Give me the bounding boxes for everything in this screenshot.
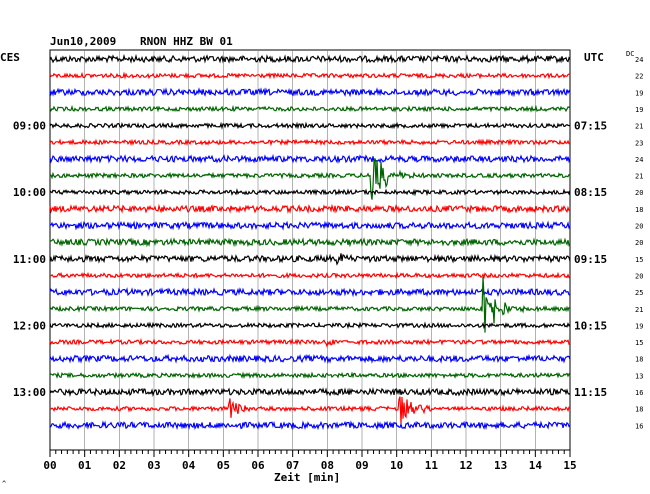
x-tick-label: 07 — [286, 459, 299, 472]
trace-line — [49, 286, 571, 298]
trace-line — [49, 371, 571, 380]
station-label: RNON HHZ BW 01 — [140, 35, 233, 48]
x-tick-label: 01 — [78, 459, 92, 472]
x-tick-label: 05 — [217, 459, 230, 472]
date-label: Jun10,2009 — [50, 35, 117, 48]
right-time-label: 07:15 — [574, 120, 607, 133]
trace-line — [49, 71, 571, 80]
dc-offset-label: 24 — [635, 156, 643, 164]
trace-line — [49, 386, 571, 398]
trace-line — [49, 420, 571, 431]
dc-offset-label: 13 — [635, 372, 643, 380]
right-timezone-label: UTC — [584, 51, 604, 64]
right-time-label: 11:15 — [574, 386, 607, 399]
plot-frame — [49, 49, 571, 451]
x-tick-label: 02 — [113, 459, 126, 472]
dc-offset-label: 18 — [635, 206, 643, 214]
x-tick-label: 09 — [355, 459, 368, 472]
trace-line — [50, 237, 571, 248]
left-time-label: 13:00 — [13, 386, 46, 399]
dc-offset-label: 21 — [635, 306, 643, 314]
dc-offset-label: 22 — [635, 73, 643, 81]
trace-line — [49, 87, 571, 98]
dc-offset-label: 15 — [635, 339, 643, 347]
x-tick-label: 08 — [321, 459, 334, 472]
trace-line — [49, 337, 571, 349]
x-tick-label: 03 — [147, 459, 160, 472]
left-time-label: 10:00 — [13, 186, 46, 199]
trace-line — [49, 220, 571, 231]
dc-offset-label: 19 — [635, 89, 643, 97]
dc-offset-label: 18 — [635, 356, 643, 364]
right-time-label: 09:15 — [574, 253, 607, 266]
trace-line — [49, 104, 571, 113]
trace-line — [49, 253, 571, 266]
dc-offset-label: 20 — [635, 223, 643, 231]
corner-mark: ^ — [2, 480, 7, 488]
dc-offset-label: 21 — [635, 123, 643, 131]
x-axis-label: Zeit [min] — [274, 471, 341, 484]
dc-offset-label: 24 — [635, 56, 643, 64]
trace-line — [49, 396, 571, 424]
x-tick-label: 06 — [251, 459, 265, 472]
dc-offset-label: 16 — [635, 422, 643, 430]
right-time-label: 10:15 — [574, 319, 607, 332]
x-tick-label: 15 — [563, 459, 576, 472]
x-tick-label: 11 — [425, 459, 439, 472]
x-tick-label: 04 — [182, 459, 196, 472]
dc-offset-label: 15 — [635, 256, 643, 264]
x-tick-label: 12 — [459, 459, 472, 472]
left-time-label: 09:00 — [13, 120, 46, 133]
trace-line — [49, 121, 571, 130]
dc-offset-label: 20 — [635, 189, 643, 197]
right-time-label: 08:15 — [574, 186, 607, 199]
trace-line — [49, 203, 570, 215]
x-tick-label: 14 — [529, 459, 543, 472]
x-tick-label: 10 — [390, 459, 403, 472]
dc-offset-label: 25 — [635, 289, 643, 297]
left-time-label: 12:00 — [13, 319, 46, 332]
trace-line — [49, 321, 571, 330]
dc-offset-label: 18 — [635, 406, 643, 414]
dc-offset-label: 20 — [635, 239, 643, 247]
dc-offset-label: 19 — [635, 322, 643, 330]
x-tick-label: 00 — [43, 459, 56, 472]
trace-line — [49, 158, 571, 200]
trace-line — [49, 153, 571, 164]
trace-line — [49, 187, 571, 197]
dc-label: DC — [626, 50, 635, 58]
dc-offset-label: 20 — [635, 272, 643, 280]
trace-line — [49, 53, 571, 65]
dc-offset-label: 19 — [635, 106, 643, 114]
x-tick-label: 13 — [494, 459, 507, 472]
left-timezone-label: CES — [0, 51, 20, 64]
trace-line — [49, 138, 571, 147]
dc-offset-label: 23 — [635, 139, 643, 147]
trace-line — [49, 276, 571, 333]
dc-offset-label: 16 — [635, 389, 643, 397]
trace-line — [49, 271, 571, 280]
left-time-label: 11:00 — [13, 253, 46, 266]
trace-line — [49, 353, 571, 364]
dc-offset-label: 21 — [635, 173, 643, 181]
